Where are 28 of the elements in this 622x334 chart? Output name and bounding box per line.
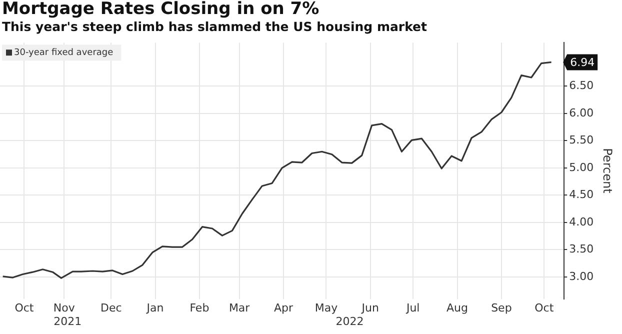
x-tick-label: May [314,301,338,314]
x-tick-label: Sep [491,301,512,314]
y-tick-label: 3.50 [569,242,594,256]
y-tick-label: 6.00 [569,106,594,120]
legend-label: 30-year fixed average [14,48,114,58]
text: 2021 [54,315,82,328]
y-axis-title: Percent [600,148,615,194]
x-tick-label: Nov [53,301,76,314]
y-tick-label: 6.50 [569,79,594,92]
chart-title: Mortgage Rates Closing in on 7% [1,0,320,19]
x-tick-label: Feb [190,301,210,314]
x-tick-label: Oct [534,301,554,314]
x-tick-label: Aug [446,301,468,314]
y-tick-label: 4.00 [569,215,594,228]
data-label: 6.94 [570,56,595,70]
y-tick-label: 4.50 [569,188,594,202]
x-tick-label: Mar [228,301,250,314]
y-tick-label: 5.00 [569,160,594,174]
y-tick-label: 3.00 [569,270,594,283]
x-tick-label: Jul [405,301,420,314]
text: 2022 [336,315,364,328]
y-tick-label: 5.50 [569,134,594,147]
x-tick-label: Oct [14,301,34,314]
x-tick-label: Dec [100,301,122,314]
x-tick-label: Jun [360,301,379,314]
x-tick-label: Jan [146,301,164,314]
chart-subtitle: This year's steep climb has slammed the US housing market [1,19,428,34]
x-tick-label: Apr [274,301,294,314]
